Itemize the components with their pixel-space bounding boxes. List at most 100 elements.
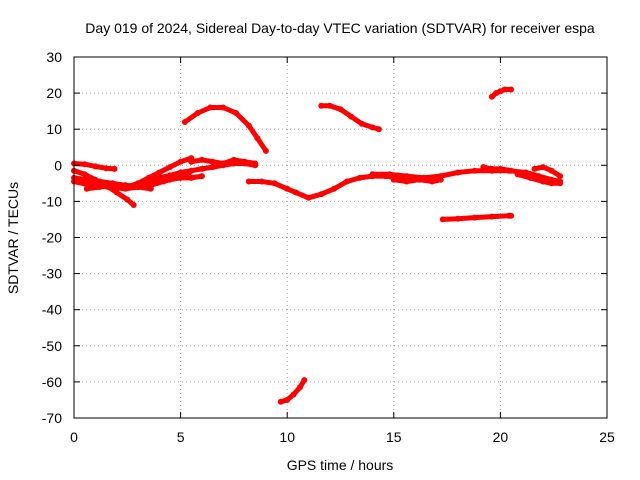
data-point-track-5: [109, 182, 116, 189]
y-tick-label: -50: [42, 338, 62, 354]
data-point-track-14: [437, 176, 444, 183]
data-point-track-6: [124, 184, 131, 190]
data-point-track-12: [358, 120, 365, 127]
data-point-track-13: [471, 167, 478, 174]
grid-layer: [74, 57, 607, 418]
data-point-track-11: [343, 178, 350, 185]
data-point-track-10: [194, 110, 201, 116]
series-line-track-17: [480, 164, 514, 174]
data-point-track-11: [245, 178, 252, 185]
data-point-track-8: [209, 164, 216, 171]
chart-title: Day 019 of 2024, Sidereal Day-to-day VTE…: [85, 20, 595, 36]
data-point-track-15: [488, 213, 495, 220]
y-tick-label: 10: [46, 121, 62, 137]
data-point-track-14: [429, 178, 436, 185]
data-point-track-13: [403, 173, 410, 180]
data-point-track-10: [245, 122, 252, 129]
data-point-track-11: [258, 178, 265, 185]
data-point-track-9: [241, 158, 248, 165]
data-point-track-2: [113, 189, 120, 196]
data-point-track-8: [177, 169, 184, 176]
data-point-track-11: [318, 191, 325, 198]
data-point-track-14: [403, 178, 410, 185]
data-point-track-20: [297, 384, 303, 391]
data-point-track-19: [540, 164, 546, 171]
data-point-track-6: [177, 158, 184, 165]
y-tick-label: -70: [42, 410, 62, 426]
data-point-track-13: [369, 171, 376, 178]
data-point-track-12: [318, 102, 325, 109]
data-point-track-17: [488, 165, 495, 172]
data-point-track-19: [557, 173, 564, 180]
data-point-track-20: [284, 396, 291, 403]
data-point-track-18: [548, 180, 555, 187]
data-point-track-1: [92, 163, 99, 170]
data-point-track-2: [124, 196, 131, 203]
y-tick-label: -40: [42, 302, 62, 318]
data-point-track-3: [83, 176, 90, 183]
data-point-track-14: [416, 176, 423, 183]
data-point-track-9: [252, 160, 259, 167]
x-tick-label: 15: [386, 429, 402, 445]
data-point-track-15: [439, 216, 446, 223]
data-point-track-8: [198, 165, 205, 172]
series-line-track-20: [278, 377, 307, 405]
data-point-track-11: [331, 185, 338, 192]
data-point-track-6: [166, 164, 173, 171]
data-point-track-9: [230, 156, 237, 163]
data-point-track-18: [540, 178, 546, 185]
data-point-track-16: [508, 86, 515, 93]
data-point-track-18: [527, 174, 534, 181]
data-point-track-5: [96, 184, 103, 190]
data-point-track-1: [111, 165, 118, 172]
data-point-track-7: [198, 173, 205, 180]
data-point-track-6: [156, 169, 163, 176]
data-point-track-11: [356, 174, 363, 181]
data-point-track-10: [254, 135, 261, 142]
data-point-track-19: [531, 165, 538, 172]
y-tick-label: 0: [54, 157, 62, 173]
data-point-track-2: [130, 202, 137, 208]
data-point-track-17: [480, 164, 487, 171]
data-point-track-2: [81, 171, 88, 178]
data-point-track-15: [471, 214, 478, 221]
data-point-track-18: [557, 180, 564, 187]
data-point-track-5: [83, 185, 90, 192]
y-tick-label: -20: [42, 230, 62, 246]
data-point-track-17: [508, 167, 515, 174]
series-line-track-19: [532, 164, 563, 179]
data-point-track-15: [454, 215, 461, 222]
data-point-track-19: [548, 167, 555, 174]
x-tick-label: 25: [599, 429, 615, 445]
data-point-track-11: [284, 185, 291, 192]
data-point-track-7: [188, 174, 195, 181]
data-point-track-16: [488, 93, 495, 100]
data-point-track-14: [390, 176, 397, 183]
data-point-track-12: [375, 126, 382, 133]
data-point-track-18: [514, 171, 521, 178]
y-tick-label: -60: [42, 374, 62, 390]
data-point-track-9: [220, 160, 227, 167]
data-point-track-16: [501, 86, 508, 93]
y-tick-label: 20: [46, 85, 62, 101]
data-point-track-20: [301, 377, 308, 384]
data-point-track-11: [305, 194, 312, 201]
data-point-track-15: [508, 212, 515, 219]
data-point-track-7: [177, 174, 184, 181]
y-tick-label: -10: [42, 193, 62, 209]
data-point-track-12: [326, 102, 333, 109]
data-point-track-9: [198, 156, 205, 163]
data-point-track-10: [207, 104, 214, 111]
data-point-track-1: [81, 161, 88, 168]
data-point-track-13: [386, 171, 393, 178]
data-point-track-12: [337, 106, 344, 113]
x-tick-label: 10: [279, 429, 295, 445]
data-point-track-10: [262, 147, 269, 154]
data-point-track-8: [156, 174, 163, 181]
data-point-track-20: [290, 391, 297, 398]
data-point-track-11: [292, 189, 299, 196]
tick-layer: 0 5 10 15 20 25 30 20 10 0 -10 -20 -30 -40 -50 -60 -70: [42, 49, 615, 445]
x-tick-label: 20: [493, 429, 509, 445]
data-point-track-10: [220, 104, 227, 111]
data-point-track-13: [454, 169, 461, 176]
